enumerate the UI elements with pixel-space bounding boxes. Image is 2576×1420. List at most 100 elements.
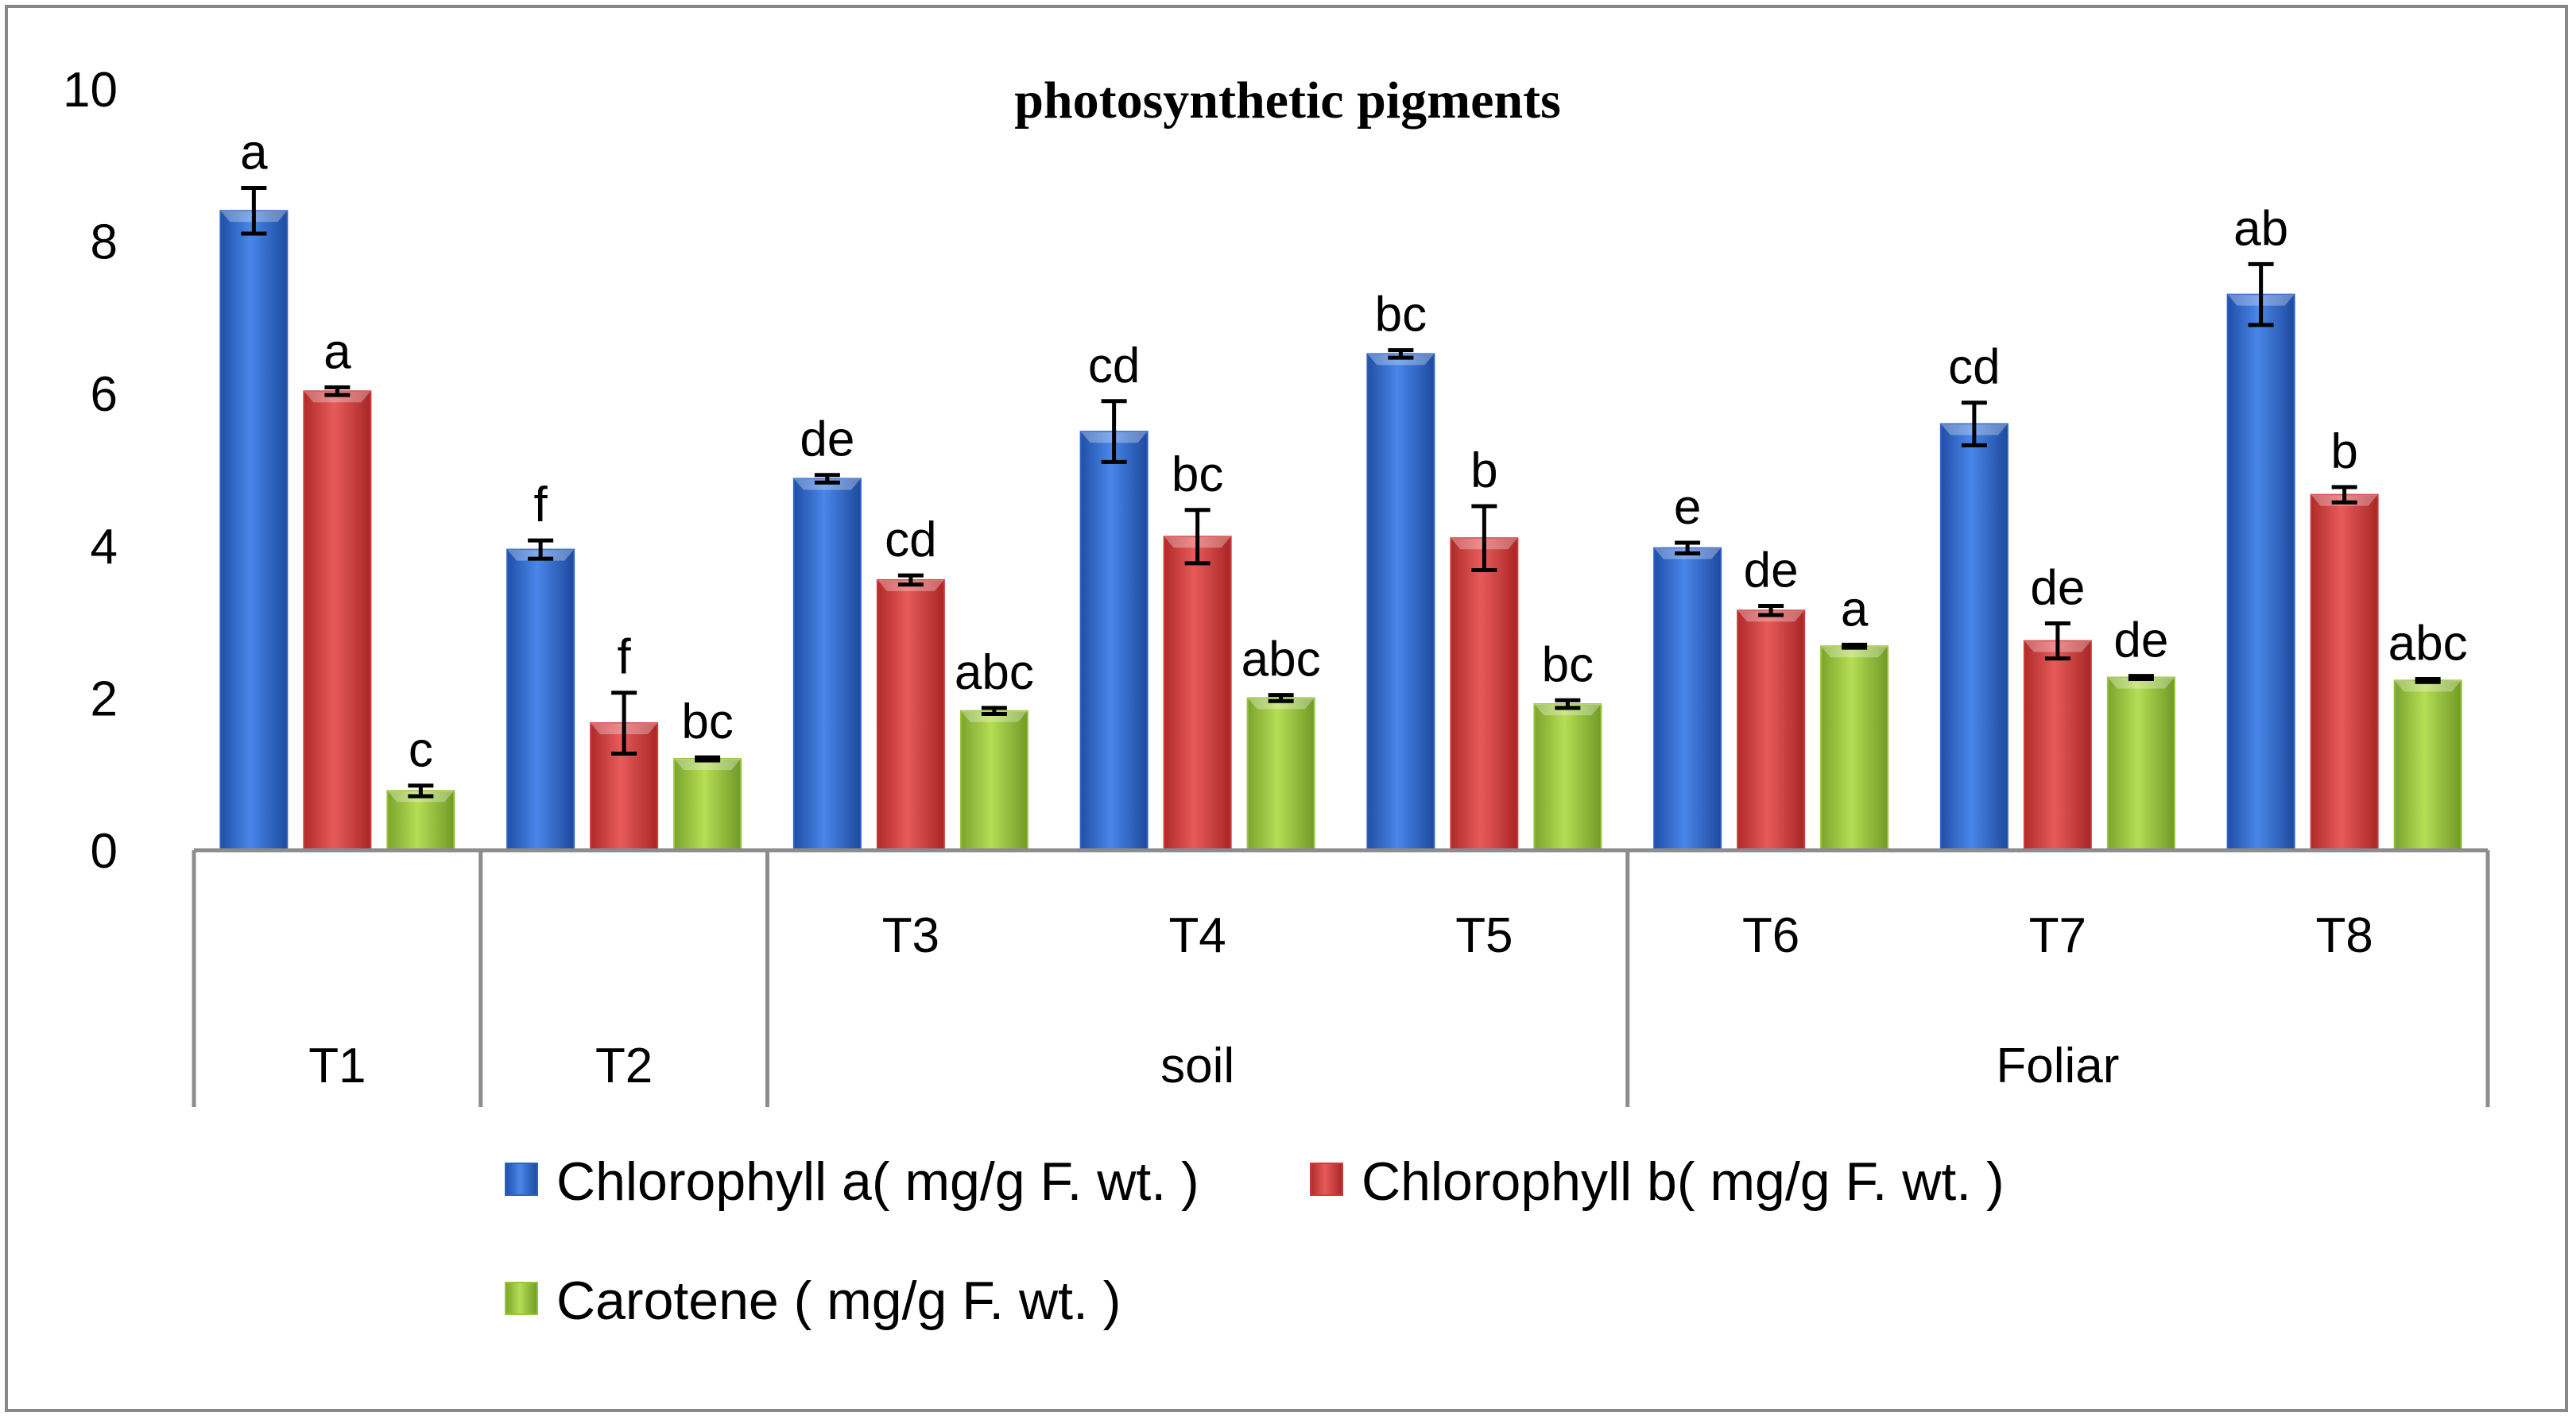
data-label: abc xyxy=(955,645,1034,700)
bar-T3-s2 xyxy=(959,710,1028,851)
bar-T7-s2 xyxy=(2106,676,2175,851)
bar-highlight xyxy=(1247,698,1315,710)
error-bars xyxy=(241,186,2441,799)
data-label: de xyxy=(2113,613,2168,668)
error-bar xyxy=(981,706,1007,717)
chart-title: photosynthetic pigments xyxy=(1014,72,1561,130)
error-bar xyxy=(1184,508,1211,566)
error-bar xyxy=(1471,504,1497,572)
error-bar xyxy=(1961,400,1987,447)
bar-T8-s2 xyxy=(2393,679,2462,852)
data-label: e xyxy=(1674,480,1701,535)
error-bar xyxy=(1758,603,1784,617)
data-label: a xyxy=(240,126,268,180)
x-tick-label: T7 xyxy=(2029,908,2086,963)
legend-item: Chlorophyll b( mg/g F. wt. ) xyxy=(1310,1151,2005,1212)
x-group-label: T1 xyxy=(308,1039,366,1093)
y-tick-label: 2 xyxy=(91,671,118,726)
data-label: cd xyxy=(885,513,936,567)
bar xyxy=(2310,493,2379,851)
error-bar xyxy=(1268,693,1294,703)
bar-highlight xyxy=(1821,646,1888,658)
bar-T8-s1 xyxy=(2310,493,2379,851)
bar xyxy=(506,548,575,852)
data-label: f xyxy=(618,630,632,685)
data-label: ab xyxy=(2233,201,2288,256)
bar-highlight xyxy=(2107,677,2175,689)
error-bar xyxy=(1555,698,1581,710)
data-label: cd xyxy=(1088,339,1140,393)
bar xyxy=(1163,536,1232,852)
bar-T1-s0 xyxy=(219,210,289,851)
bar-T5-s0 xyxy=(1366,353,1435,852)
legend-label: Chlorophyll b( mg/g F. wt. ) xyxy=(1362,1151,2005,1212)
bar xyxy=(2023,640,2092,851)
error-bar xyxy=(408,784,434,799)
x-axis: T3 T4 T5 T6 T7 T8 T1 T2 soil Foliar xyxy=(192,848,2490,1107)
bar-highlight xyxy=(960,710,1028,722)
bar xyxy=(386,790,455,851)
legend-label: Carotene ( mg/g F. wt. ) xyxy=(556,1271,1121,1331)
bar xyxy=(1366,353,1435,852)
bar-T5-s2 xyxy=(1533,703,1602,852)
error-bar xyxy=(814,473,840,485)
bar-T5-s1 xyxy=(1450,537,1519,851)
data-label: a xyxy=(1841,582,1869,636)
bar xyxy=(1533,703,1602,852)
bar-T2-s2 xyxy=(673,758,742,851)
bar xyxy=(2393,679,2462,852)
bar-T4-s1 xyxy=(1163,536,1232,852)
x-tick-label: T6 xyxy=(1742,908,1799,963)
error-bar xyxy=(695,755,721,763)
bar-T4-s0 xyxy=(1079,431,1149,851)
bar-T6-s0 xyxy=(1653,547,1722,851)
data-label: b xyxy=(2330,424,2357,479)
bar xyxy=(2226,293,2295,852)
data-label: bc xyxy=(1375,288,1427,342)
y-tick-label: 4 xyxy=(91,520,118,575)
bar xyxy=(673,758,742,851)
bar xyxy=(876,578,945,851)
error-bar xyxy=(2128,674,2154,681)
y-axis: 0 2 4 6 8 10 xyxy=(63,63,118,879)
legend: Chlorophyll a( mg/g F. wt. ) Chlorophyll … xyxy=(505,1151,2005,1331)
bar-marks xyxy=(219,210,2462,852)
bar xyxy=(303,390,372,851)
y-tick-label: 0 xyxy=(91,824,118,879)
bar xyxy=(2106,676,2175,851)
bar-T7-s0 xyxy=(1939,423,2009,851)
x-tick-label: T4 xyxy=(1168,908,1226,963)
data-label: de xyxy=(1744,543,1799,598)
x-tick-label: T3 xyxy=(882,908,939,963)
data-label: abc xyxy=(2388,616,2468,671)
legend-swatch xyxy=(505,1163,538,1196)
legend-item: Chlorophyll a( mg/g F. wt. ) xyxy=(505,1151,1199,1212)
bar-highlight xyxy=(674,759,742,771)
bar-T1-s2 xyxy=(386,790,455,851)
error-bar xyxy=(2248,261,2274,327)
data-label: a xyxy=(323,325,351,380)
x-tick-label: T8 xyxy=(2315,908,2373,963)
bar xyxy=(1737,609,1806,851)
error-bar xyxy=(528,538,554,561)
bar xyxy=(1653,547,1722,851)
legend-label: Chlorophyll a( mg/g F. wt. ) xyxy=(556,1151,1199,1212)
y-tick-label: 10 xyxy=(63,63,118,118)
x-group-label: Foliar xyxy=(1996,1039,2119,1093)
error-bar xyxy=(1842,642,1868,650)
bar xyxy=(959,710,1028,851)
bar xyxy=(1246,697,1315,852)
bar-highlight xyxy=(2394,680,2462,692)
x-group-label: T2 xyxy=(595,1039,653,1093)
data-label: f xyxy=(534,478,548,532)
y-tick-label: 6 xyxy=(91,367,118,422)
error-bar xyxy=(2331,485,2357,505)
bar-T2-s0 xyxy=(506,548,575,852)
error-bar xyxy=(2415,676,2441,684)
bar xyxy=(219,210,289,851)
legend-swatch xyxy=(505,1282,538,1315)
significance-labels: aacffbcdecdabccdbcabcbcbbcedeacddedeabba… xyxy=(240,126,2467,778)
error-bar xyxy=(611,691,637,756)
bar-T3-s1 xyxy=(876,578,945,851)
data-label: b xyxy=(1470,443,1497,498)
